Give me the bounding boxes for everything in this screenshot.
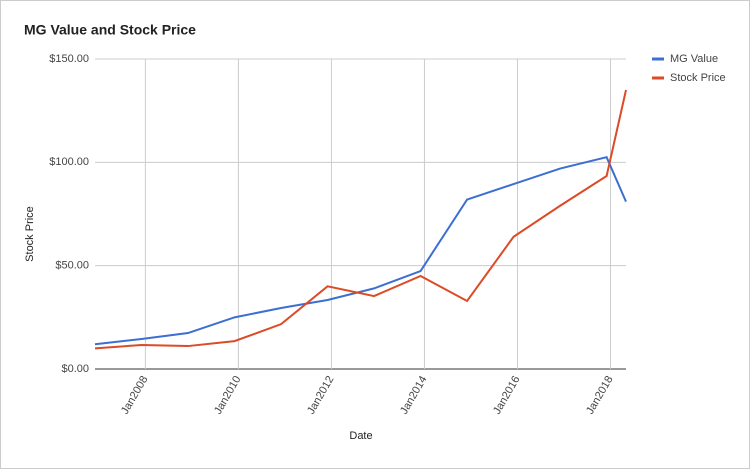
legend-label: Stock Price: [670, 72, 726, 84]
y-tick-label: $0.00: [61, 363, 89, 375]
y-tick-label: $100.00: [49, 156, 89, 168]
y-tick-label: $50.00: [55, 260, 89, 272]
line: [94, 89, 627, 350]
line: [94, 155, 627, 346]
legend-label: MG Value: [670, 53, 718, 65]
y-tick-label: $150.00: [49, 53, 89, 65]
y-axis-title: Stock Price: [24, 206, 36, 262]
chart-title: MG Value and Stock Price: [24, 22, 196, 38]
x-axis-title: Date: [349, 430, 372, 442]
